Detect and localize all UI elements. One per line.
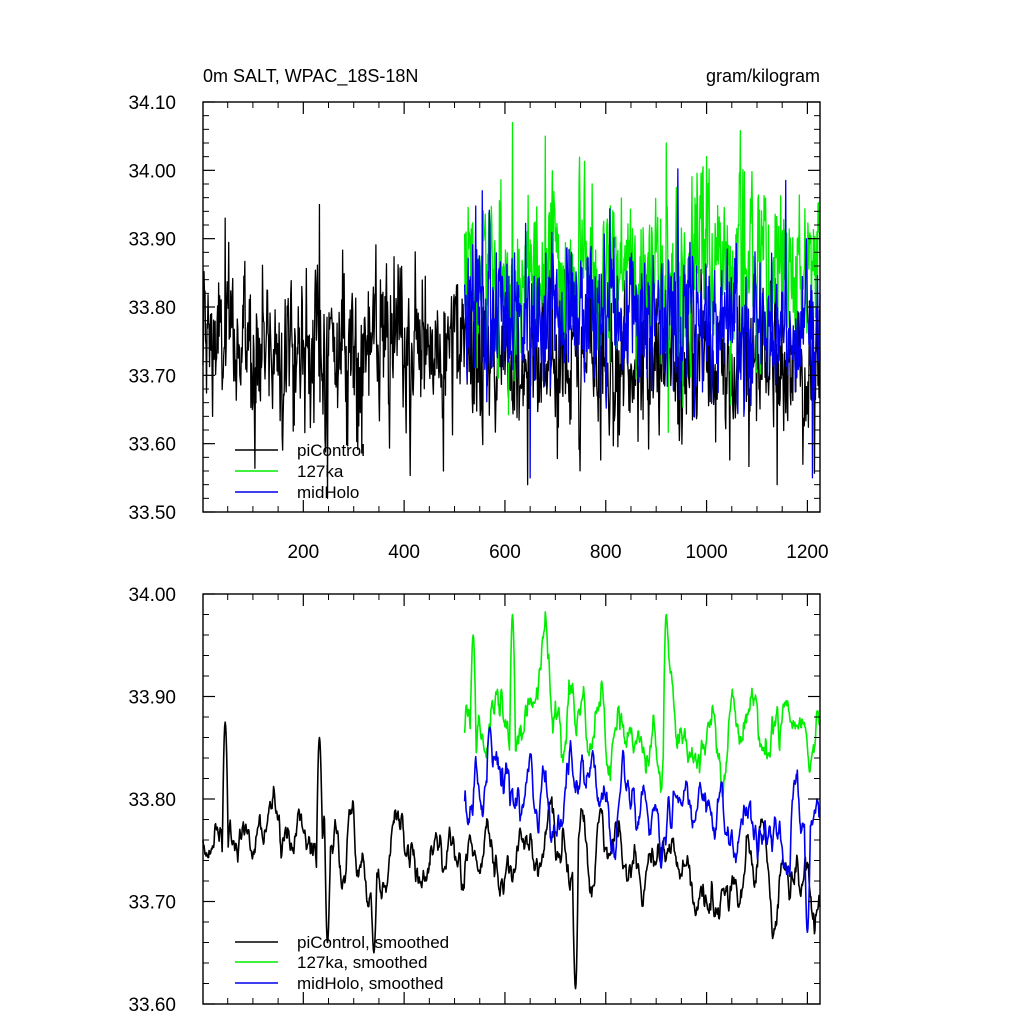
- raw-salinity-panel: 0m SALT, WPAC_18S-18N gram/kilogram 33.5…: [128, 66, 828, 563]
- y-tick-label: 33.80: [128, 790, 176, 811]
- y-tick-label: 33.80: [128, 298, 176, 319]
- x-tick-label: 800: [590, 542, 622, 563]
- y-tick-label: 33.90: [128, 230, 176, 251]
- y-tick-label: 34.10: [128, 93, 176, 114]
- y-tick-label: 34.00: [128, 161, 176, 182]
- series-line-midholo: [463, 168, 821, 479]
- legend: piControl 127ka midHolo: [235, 441, 365, 502]
- units-label: gram/kilogram: [706, 66, 820, 86]
- series-line-picontrol: [202, 203, 821, 499]
- legend-label-midholo: midHolo: [297, 483, 359, 502]
- y-tick-label: 33.70: [128, 366, 176, 387]
- x-tick-label: 600: [489, 542, 521, 563]
- y-tick-label: 33.50: [128, 503, 176, 524]
- y-tick-label: 33.60: [128, 995, 176, 1016]
- plot-area-series: [202, 611, 821, 990]
- legend-label-picontrol-smoothed: piControl, smoothed: [297, 933, 449, 952]
- chart-title: 0m SALT, WPAC_18S-18N: [203, 66, 418, 87]
- plot-area-series: [202, 121, 821, 499]
- x-tick-label: 1000: [685, 542, 727, 563]
- series-line-midholo-smoothed: [463, 726, 821, 934]
- axis-ticks: 33.60 33.70 33.80 33.90 34.00: [128, 585, 820, 1016]
- y-tick-label: 33.70: [128, 893, 176, 914]
- legend-label-127ka: 127ka: [297, 462, 344, 481]
- smoothed-salinity-panel: 33.60 33.70 33.80 33.90 34.00 piControl, smo…: [128, 585, 821, 1016]
- series-line-127ka-smoothed: [463, 611, 821, 798]
- x-tick-label: 200: [287, 542, 319, 563]
- axis-ticks: 33.50 33.60 33.70 33.80 33.90 34.00 34.10 200 40…: [128, 93, 828, 563]
- legend-label-midholo-smoothed: midHolo, smoothed: [297, 974, 443, 993]
- y-tick-label: 34.00: [128, 585, 176, 606]
- series-line-picontrol-smoothed: [202, 721, 821, 990]
- legend-label-127ka-smoothed: 127ka, smoothed: [297, 953, 427, 972]
- legend: piControl, smoothed 127ka, smoothed midH…: [235, 933, 449, 993]
- x-tick-label: 1200: [786, 542, 828, 563]
- y-tick-label: 33.90: [128, 688, 176, 709]
- y-tick-label: 33.60: [128, 435, 176, 456]
- legend-label-picontrol: piControl: [297, 441, 365, 460]
- x-tick-label: 400: [388, 542, 420, 563]
